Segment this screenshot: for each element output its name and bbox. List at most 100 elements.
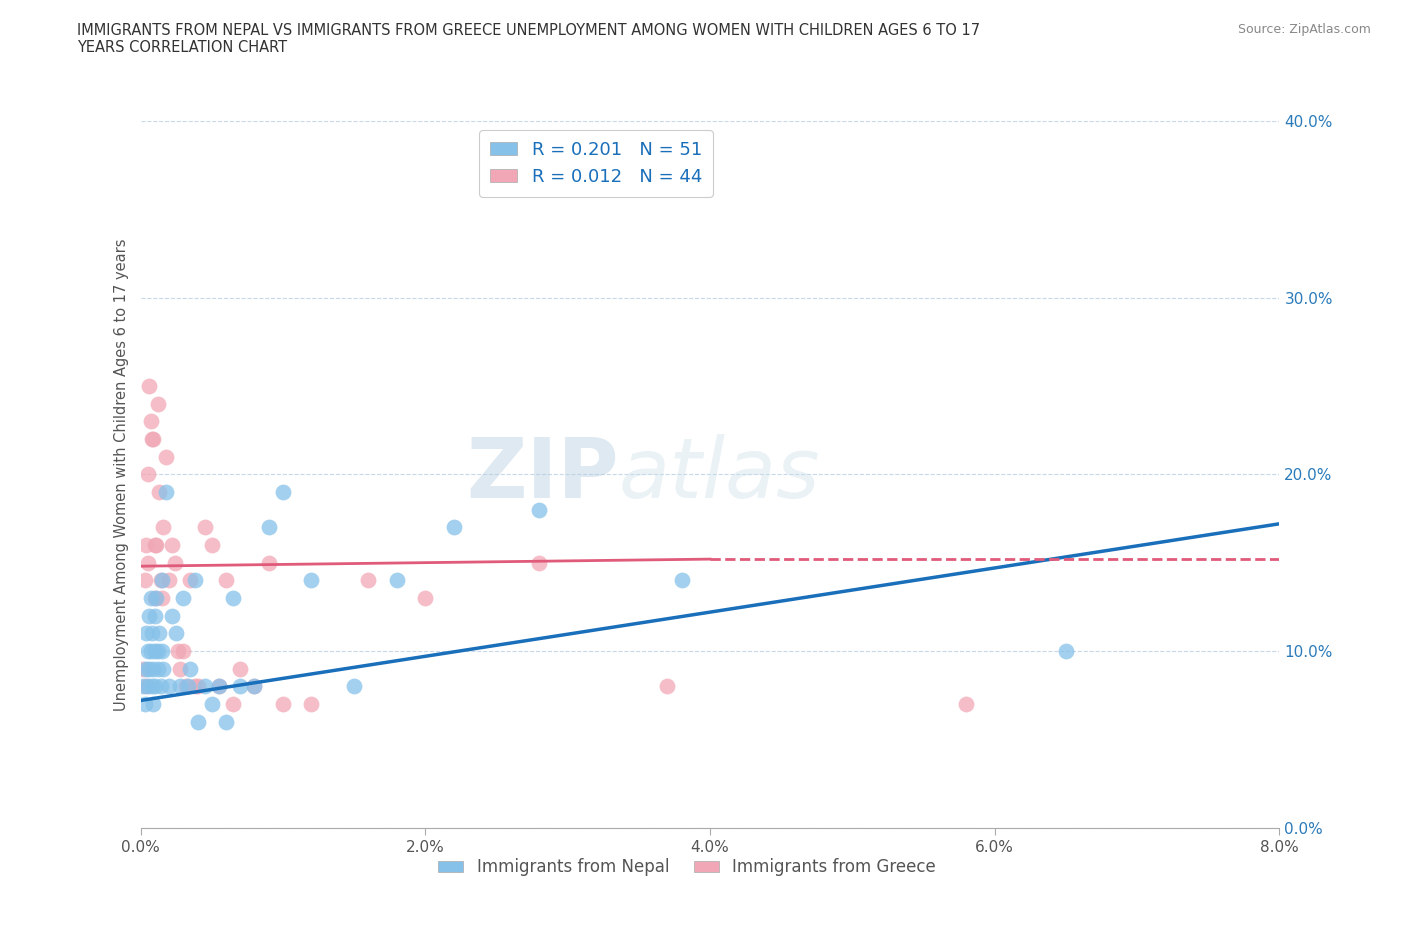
Point — [243, 679, 266, 694]
Point — [165, 626, 187, 641]
Point — [443, 520, 465, 535]
Point — [139, 644, 162, 658]
Point — [657, 679, 679, 694]
Point — [157, 573, 180, 588]
Point — [208, 679, 231, 694]
Point — [135, 538, 157, 552]
Point — [143, 644, 166, 658]
Point — [271, 485, 294, 499]
Point — [179, 573, 201, 588]
Point — [135, 661, 157, 676]
Point — [135, 626, 157, 641]
Text: ZIP: ZIP — [467, 433, 619, 515]
Point — [138, 661, 160, 676]
Point — [163, 555, 186, 570]
Point — [194, 520, 217, 535]
Point — [201, 538, 224, 552]
Point — [135, 679, 157, 694]
Point — [143, 591, 166, 605]
Point — [146, 396, 169, 411]
Point — [138, 608, 160, 623]
Point — [142, 432, 165, 446]
Point — [671, 573, 693, 588]
Point — [143, 608, 166, 623]
Point — [132, 661, 155, 676]
Point — [142, 661, 165, 676]
Point — [208, 679, 231, 694]
Point — [229, 679, 252, 694]
Point — [529, 502, 551, 517]
Point — [148, 626, 170, 641]
Point — [146, 661, 169, 676]
Point — [172, 644, 194, 658]
Point — [152, 661, 174, 676]
Point — [343, 679, 366, 694]
Point — [186, 679, 209, 694]
Point — [149, 573, 172, 588]
Point — [136, 467, 159, 482]
Point — [155, 449, 177, 464]
Text: IMMIGRANTS FROM NEPAL VS IMMIGRANTS FROM GREECE UNEMPLOYMENT AMONG WOMEN WITH CH: IMMIGRANTS FROM NEPAL VS IMMIGRANTS FROM… — [77, 23, 980, 38]
Point — [136, 555, 159, 570]
Point — [155, 485, 177, 499]
Point — [160, 538, 183, 552]
Point — [215, 573, 238, 588]
Legend: Immigrants from Nepal, Immigrants from Greece: Immigrants from Nepal, Immigrants from G… — [432, 852, 943, 883]
Point — [169, 679, 191, 694]
Point — [139, 591, 162, 605]
Point — [271, 697, 294, 711]
Point — [136, 644, 159, 658]
Text: YEARS CORRELATION CHART: YEARS CORRELATION CHART — [77, 40, 287, 55]
Point — [301, 573, 323, 588]
Point — [134, 697, 156, 711]
Point — [150, 591, 173, 605]
Point — [143, 538, 166, 552]
Point — [139, 414, 162, 429]
Point — [143, 679, 166, 694]
Point — [132, 679, 155, 694]
Point — [146, 644, 169, 658]
Point — [529, 555, 551, 570]
Point — [145, 538, 167, 552]
Point — [149, 679, 172, 694]
Point — [172, 591, 194, 605]
Point — [955, 697, 977, 711]
Y-axis label: Unemployment Among Women with Children Ages 6 to 17 years: Unemployment Among Women with Children A… — [114, 238, 129, 711]
Point — [222, 591, 245, 605]
Text: Source: ZipAtlas.com: Source: ZipAtlas.com — [1237, 23, 1371, 36]
Point — [136, 679, 159, 694]
Point — [145, 591, 167, 605]
Point — [157, 679, 180, 694]
Point — [243, 679, 266, 694]
Point — [183, 573, 205, 588]
Point — [148, 485, 170, 499]
Point — [229, 661, 252, 676]
Point — [222, 697, 245, 711]
Point — [166, 644, 188, 658]
Point — [301, 697, 323, 711]
Text: atlas: atlas — [619, 433, 821, 515]
Point — [257, 555, 280, 570]
Point — [134, 573, 156, 588]
Point — [201, 697, 224, 711]
Point — [176, 679, 198, 694]
Point — [141, 432, 163, 446]
Point — [150, 573, 173, 588]
Point — [357, 573, 380, 588]
Point — [385, 573, 408, 588]
Point — [152, 520, 174, 535]
Point — [138, 379, 160, 393]
Point — [183, 679, 205, 694]
Point — [215, 714, 238, 729]
Point — [174, 679, 197, 694]
Point — [186, 714, 209, 729]
Point — [415, 591, 437, 605]
Point — [194, 679, 217, 694]
Point — [160, 608, 183, 623]
Point — [169, 661, 191, 676]
Point — [1054, 644, 1077, 658]
Point — [179, 661, 201, 676]
Point — [141, 679, 163, 694]
Point — [141, 626, 163, 641]
Point — [150, 644, 173, 658]
